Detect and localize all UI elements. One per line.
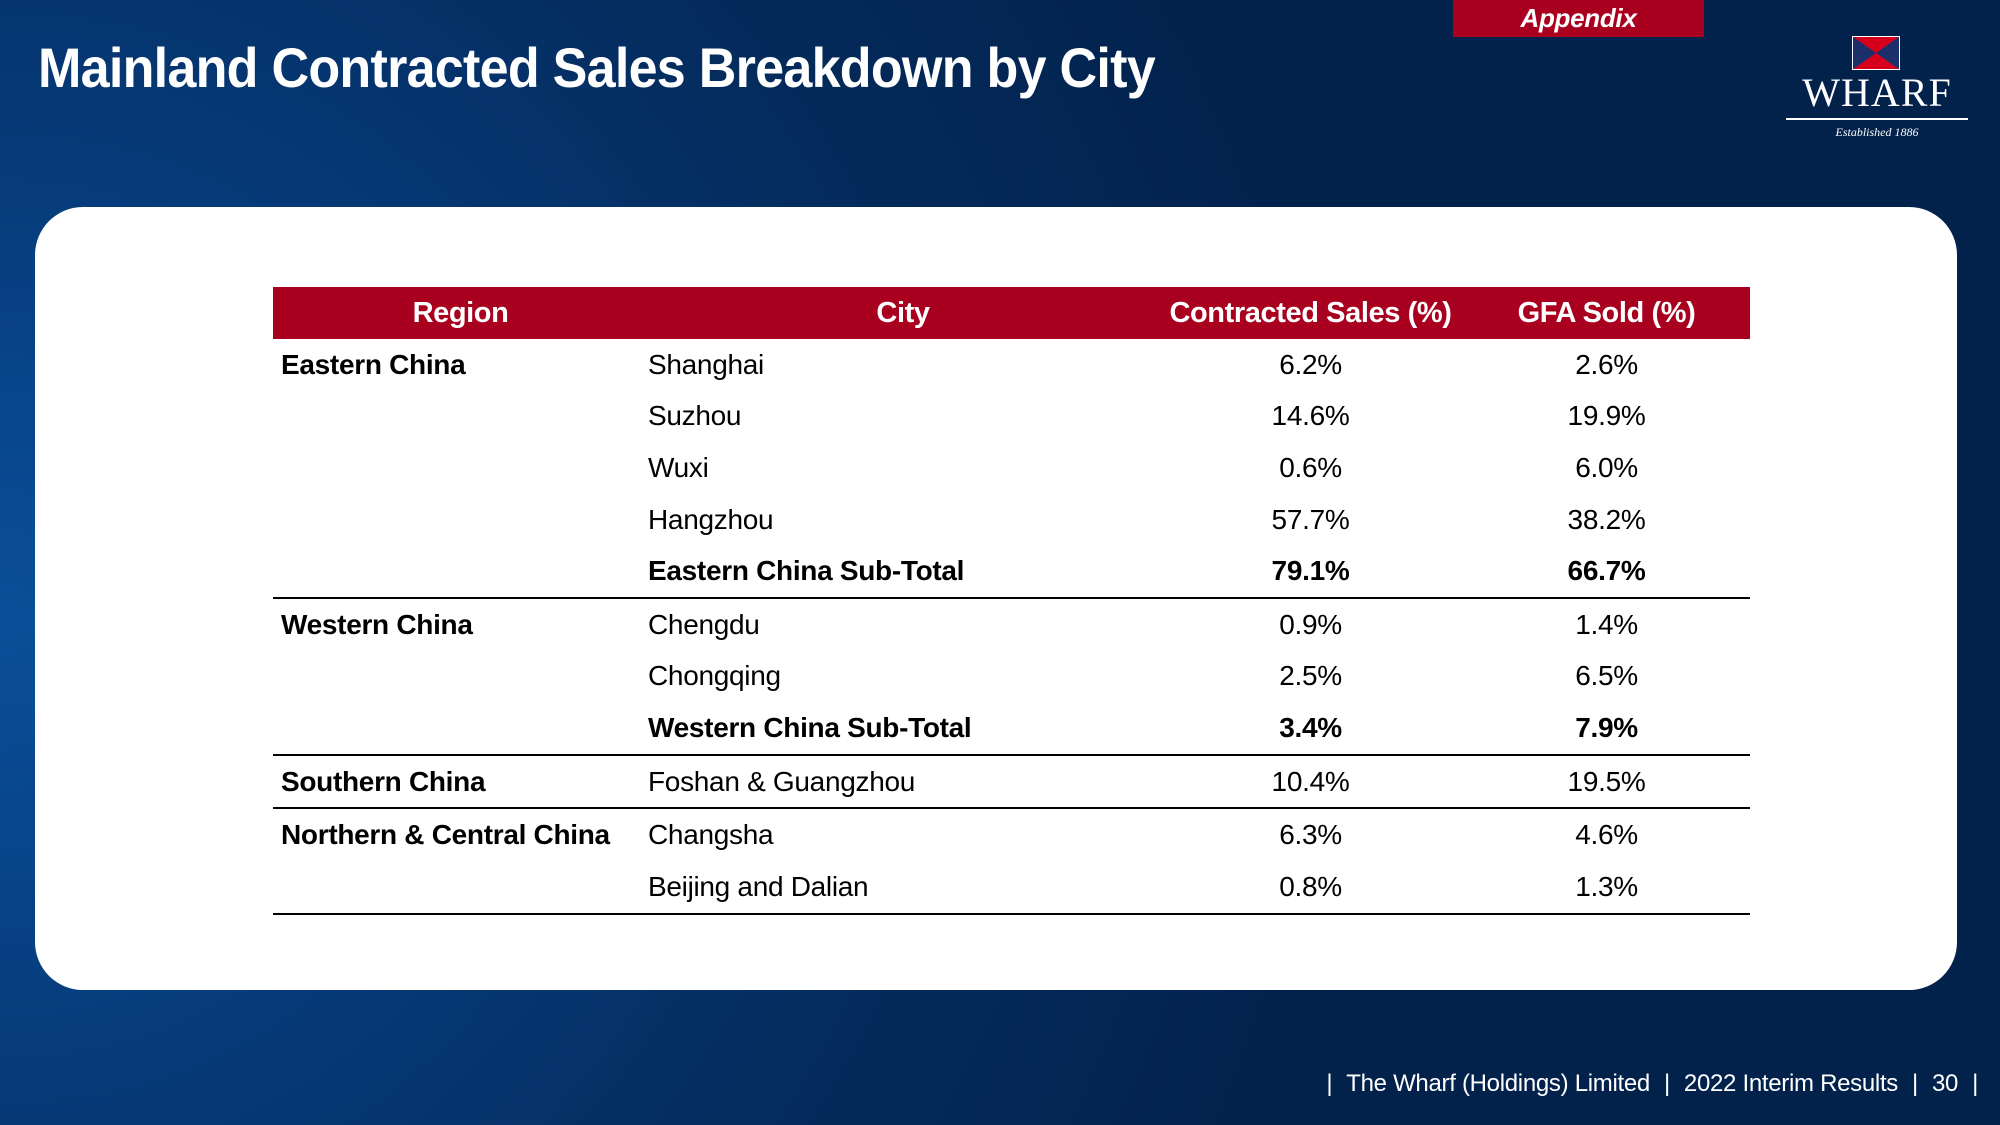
- city-cell: Wuxi: [648, 451, 709, 483]
- footer: | The Wharf (Holdings) Limited | 2022 Inter…: [1312, 1068, 1978, 1100]
- region-cell: [273, 860, 648, 915]
- footer-company: The Wharf (Holdings) Limited: [1346, 1070, 1650, 1097]
- city-cell: Beijing and Dalian: [648, 860, 1158, 915]
- table-row: Wuxi 0.6% 6.0%: [273, 442, 1750, 494]
- city-cell: Changsha: [648, 819, 774, 851]
- contracted-sales-cell: 2.5%: [1279, 660, 1342, 692]
- table-body: Eastern China Shanghai 6.2% 2.6% Suzhou 14.6%…: [273, 339, 1750, 915]
- column-header-city: City: [648, 287, 1158, 339]
- gfa-sold-cell: 19.9%: [1567, 400, 1646, 432]
- contracted-sales-cell: 0.9%: [1279, 608, 1342, 640]
- gfa-sold-cell: 2.6%: [1575, 348, 1638, 380]
- column-header-contracted-sales: Contracted Sales (%): [1158, 287, 1463, 339]
- contracted-sales-cell: 6.3%: [1279, 819, 1342, 851]
- appendix-tab: Appendix: [1453, 0, 1704, 37]
- contracted-sales-cell: 79.1%: [1158, 545, 1463, 599]
- gfa-sold-cell: 7.9%: [1463, 702, 1750, 756]
- table-row: Suzhou 14.6% 19.9%: [273, 391, 1750, 443]
- logo-divider: [1786, 118, 1968, 120]
- logo-wordmark: WHARF: [1802, 70, 1952, 115]
- footer-separator: |: [1972, 1070, 1978, 1097]
- contracted-sales-cell: 0.6%: [1279, 451, 1342, 483]
- wharf-flag-icon: [1852, 36, 1900, 70]
- region-cell: Eastern China: [281, 348, 466, 380]
- gfa-sold-cell: 1.3%: [1463, 860, 1750, 915]
- footer-separator: |: [1663, 1070, 1670, 1097]
- contracted-sales-cell: 3.4%: [1158, 702, 1463, 756]
- table-row: Hangzhou 57.7% 38.2%: [273, 494, 1750, 546]
- gfa-sold-cell: 66.7%: [1463, 545, 1750, 599]
- region-cell: Southern China: [273, 754, 648, 810]
- appendix-label: Appendix: [1520, 3, 1637, 33]
- table-row: Eastern China Shanghai 6.2% 2.6%: [273, 339, 1750, 391]
- column-header-gfa-sold: GFA Sold (%): [1463, 287, 1750, 339]
- region-cell: [273, 391, 648, 443]
- contracted-sales-cell: 14.6%: [1271, 400, 1350, 432]
- content-card: Region City Contracted Sales (%) GFA Sol…: [35, 207, 1957, 990]
- contracted-sales-cell: 10.4%: [1158, 754, 1463, 810]
- region-cell: [273, 702, 648, 756]
- city-cell: Shanghai: [648, 348, 764, 380]
- table-row: Northern & Central China Changsha 6.3% 4.6%: [273, 808, 1750, 861]
- city-cell: Western China Sub-Total: [648, 702, 1158, 756]
- region-cell: [273, 545, 648, 599]
- column-header-region: Region: [273, 287, 648, 339]
- contracted-sales-cell: 57.7%: [1271, 503, 1350, 535]
- gfa-sold-cell: 6.5%: [1575, 660, 1638, 692]
- footer-separator: |: [1912, 1070, 1918, 1097]
- contracted-sales-cell: 0.8%: [1158, 860, 1463, 915]
- city-cell: Chongqing: [648, 660, 781, 692]
- table-header-row: Region City Contracted Sales (%) GFA Sol…: [273, 287, 1750, 339]
- logo-tagline: Established 1886: [1835, 125, 1919, 139]
- city-cell: Eastern China Sub-Total: [648, 545, 1158, 599]
- table-row: Southern China Foshan & Guangzhou 10.4% 19.…: [273, 754, 1750, 810]
- page-title: Mainland Contracted Sales Breakdown by C…: [38, 36, 1156, 99]
- table-subtotal-row: Western China Sub-Total 3.4% 7.9%: [273, 702, 1750, 756]
- gfa-sold-cell: 38.2%: [1567, 503, 1646, 535]
- table-subtotal-row: Eastern China Sub-Total 79.1% 66.7%: [273, 545, 1750, 599]
- city-cell: Chengdu: [648, 608, 760, 640]
- footer-page-number: 30: [1931, 1070, 1959, 1097]
- table-row: Chongqing 2.5% 6.5%: [273, 651, 1750, 703]
- city-cell: Foshan & Guangzhou: [648, 754, 1158, 810]
- gfa-sold-cell: 19.5%: [1463, 754, 1750, 810]
- contracted-sales-cell: 6.2%: [1279, 348, 1342, 380]
- city-cell: Suzhou: [648, 400, 742, 432]
- region-cell: Northern & Central China: [281, 819, 610, 851]
- footer-separator: |: [1326, 1070, 1333, 1097]
- table-row: Western China Chengdu 0.9% 1.4%: [273, 598, 1750, 651]
- sales-breakdown-table: Region City Contracted Sales (%) GFA Sol…: [273, 287, 1750, 915]
- wharf-logo: WHARF Established 1886: [1786, 34, 1968, 144]
- gfa-sold-cell: 6.0%: [1575, 451, 1638, 483]
- footer-report: 2022 Interim Results: [1683, 1070, 1899, 1097]
- region-cell: [273, 651, 648, 703]
- region-cell: Western China: [281, 608, 473, 640]
- region-cell: [273, 442, 648, 494]
- gfa-sold-cell: 1.4%: [1575, 608, 1638, 640]
- gfa-sold-cell: 4.6%: [1575, 819, 1638, 851]
- table-row: Beijing and Dalian 0.8% 1.3%: [273, 860, 1750, 915]
- region-cell: [273, 494, 648, 546]
- city-cell: Hangzhou: [648, 503, 774, 535]
